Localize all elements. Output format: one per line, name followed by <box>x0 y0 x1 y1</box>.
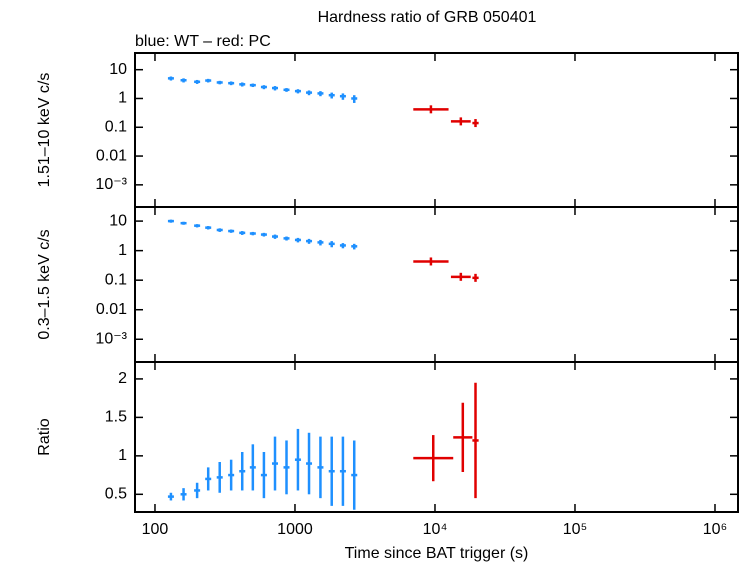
x-tick-label: 10⁶ <box>703 521 727 538</box>
data-point <box>180 78 187 83</box>
data-point <box>472 119 479 128</box>
y-tick-label: 10⁻³ <box>95 176 127 193</box>
data-point <box>239 452 246 491</box>
chart-subtitle: blue: WT – red: PC <box>135 33 271 50</box>
data-point <box>228 81 235 86</box>
data-point <box>413 105 449 114</box>
y-axis-label: 1.51–10 keV c/s <box>36 73 53 188</box>
data-point <box>450 117 471 126</box>
data-point <box>328 436 335 506</box>
plot-frame <box>134 52 739 208</box>
data-point <box>283 88 290 92</box>
data-point <box>249 444 256 491</box>
y-axis-label: Ratio <box>36 418 53 455</box>
y-tick-label: 2 <box>118 370 127 387</box>
data-point <box>306 238 313 244</box>
data-point <box>272 436 279 491</box>
data-point <box>205 226 212 230</box>
data-point <box>272 234 279 239</box>
data-point <box>306 432 313 495</box>
data-point <box>339 243 346 249</box>
data-point <box>249 83 256 88</box>
data-point <box>228 229 235 233</box>
x-tick-label: 1000 <box>277 521 313 538</box>
data-point <box>205 467 212 491</box>
data-point <box>194 224 201 228</box>
data-point <box>167 492 174 501</box>
plot-frame <box>134 206 739 363</box>
y-tick-label: 1 <box>118 242 127 259</box>
data-point <box>283 440 290 495</box>
data-point <box>413 257 449 266</box>
x-tick-label: 10⁴ <box>423 521 448 538</box>
data-point <box>167 219 174 223</box>
data-point <box>194 79 201 84</box>
y-tick-label: 0.01 <box>96 301 127 318</box>
y-tick-label: 1.5 <box>105 409 127 426</box>
y-tick-label: 10 <box>109 61 127 78</box>
data-point <box>294 428 301 491</box>
data-point <box>249 231 256 236</box>
data-point <box>328 92 335 99</box>
data-point <box>328 241 335 248</box>
data-point <box>228 459 235 491</box>
data-point <box>317 436 324 499</box>
data-point <box>413 435 454 482</box>
data-point <box>216 228 223 232</box>
data-point <box>260 85 267 90</box>
data-point <box>239 231 246 235</box>
y-tick-label: 0.01 <box>96 147 127 164</box>
data-point <box>167 76 174 81</box>
chart-title: Hardness ratio of GRB 050401 <box>318 9 537 26</box>
data-point <box>453 402 473 472</box>
data-point <box>472 273 479 282</box>
data-point <box>339 436 346 506</box>
y-tick-label: 0.5 <box>105 486 127 503</box>
data-point <box>283 236 290 241</box>
data-point <box>272 86 279 91</box>
data-point <box>180 488 187 501</box>
y-tick-label: 10⁻³ <box>95 330 127 347</box>
data-point <box>180 221 187 225</box>
y-tick-label: 1 <box>118 447 127 464</box>
data-point <box>216 462 223 493</box>
x-tick-label: 10⁵ <box>563 521 587 538</box>
data-point <box>339 93 346 100</box>
data-point <box>317 239 324 246</box>
data-point <box>294 237 301 243</box>
y-tick-label: 0.1 <box>105 271 127 288</box>
data-point <box>205 78 212 83</box>
data-point <box>239 82 246 87</box>
y-tick-label: 1 <box>118 90 127 107</box>
data-point <box>260 452 267 499</box>
y-tick-label: 10 <box>109 212 127 229</box>
data-point <box>450 272 471 281</box>
data-point <box>351 440 358 510</box>
y-tick-label: 0.1 <box>105 118 127 135</box>
data-point <box>260 232 267 237</box>
y-axis-label: 0.3–1.5 keV c/s <box>36 229 53 339</box>
data-point <box>216 80 223 85</box>
data-point <box>351 243 358 250</box>
plot-frame <box>134 361 739 513</box>
data-point <box>306 90 313 96</box>
data-point <box>294 89 301 94</box>
data-point <box>472 382 479 499</box>
x-axis-label: Time since BAT trigger (s) <box>345 545 529 562</box>
data-point <box>317 91 324 97</box>
x-tick-label: 100 <box>142 521 169 538</box>
data-point <box>351 95 358 103</box>
data-point <box>194 482 201 499</box>
